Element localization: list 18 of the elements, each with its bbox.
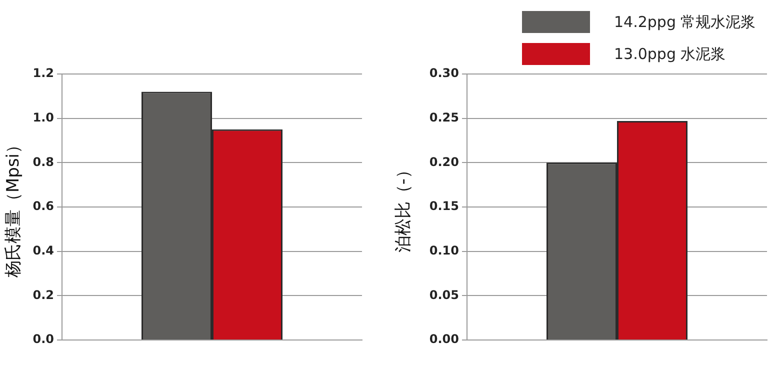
y-tick-label: 0.4 <box>32 243 54 258</box>
y-tick-label: 1.2 <box>32 66 54 80</box>
y-tick-label: 0.0 <box>32 332 54 346</box>
legend-label: 14.2ppg 常规水泥浆 <box>614 12 756 32</box>
y-axis-title: 杨氏模量（Mpsi） <box>4 136 24 279</box>
y-tick-label: 0.6 <box>32 199 54 214</box>
y-tick-label: 0.30 <box>429 66 459 80</box>
y-tick-label: 0.00 <box>429 332 459 346</box>
y-tick-label: 0.2 <box>32 288 54 302</box>
y-tick-label: 0.15 <box>429 199 459 214</box>
legend-label: 13.0ppg 水泥浆 <box>614 44 726 64</box>
y-tick-label: 0.05 <box>429 288 459 302</box>
y-tick-label: 0.20 <box>429 154 459 169</box>
y-tick-label: 0.25 <box>429 110 459 124</box>
y-axis-title: 泊松比（-） <box>394 161 414 253</box>
y-tick-label: 0.8 <box>32 154 54 169</box>
y-tick-label: 1.0 <box>32 110 54 124</box>
y-tick-label: 0.10 <box>429 243 459 258</box>
